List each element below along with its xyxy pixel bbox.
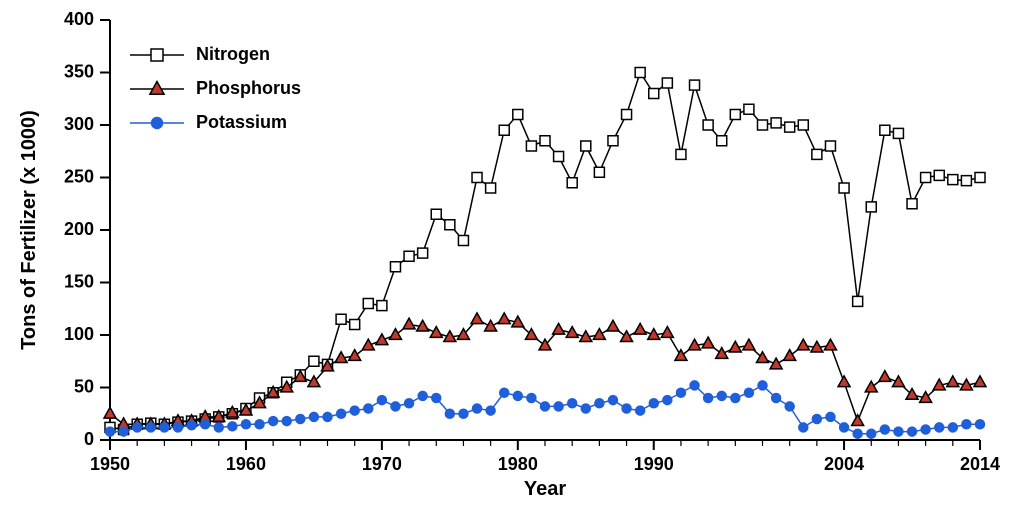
x-tick-label: 1980: [498, 454, 538, 474]
chart-svg: 0 50 100 150 200 250 300 350 400 1950 1960 1970 1980…: [0, 0, 1012, 516]
y-tick-label: 150: [64, 271, 94, 291]
y-tick-label: 300: [64, 114, 94, 134]
legend-label-nitrogen: Nitrogen: [196, 44, 270, 64]
legend-label-potassium: Potassium: [196, 112, 287, 132]
x-tick-label: 1960: [226, 454, 266, 474]
x-axis-label: Year: [524, 478, 566, 500]
x-tick-label: 1970: [362, 454, 402, 474]
y-axis-label: Tons of Fertilizer (x 1000): [18, 110, 40, 350]
y-tick-label: 100: [64, 324, 94, 344]
x-tick-label: 1990: [634, 454, 674, 474]
y-tick-label: 0: [84, 429, 94, 449]
x-tick-label: 1950: [90, 454, 130, 474]
y-tick-label: 250: [64, 166, 94, 186]
legend-label-phosphorus: Phosphorus: [196, 78, 301, 98]
y-tick-label: 200: [64, 219, 94, 239]
y-tick-label: 50: [74, 376, 94, 396]
x-tick-label: 2014: [960, 454, 1000, 474]
y-tick-label: 350: [64, 61, 94, 81]
fertilizer-chart: 0 50 100 150 200 250 300 350 400 1950 1960 1970 1980…: [0, 0, 1012, 516]
y-tick-label: 400: [64, 9, 94, 29]
x-tick-label: 2004: [824, 454, 864, 474]
